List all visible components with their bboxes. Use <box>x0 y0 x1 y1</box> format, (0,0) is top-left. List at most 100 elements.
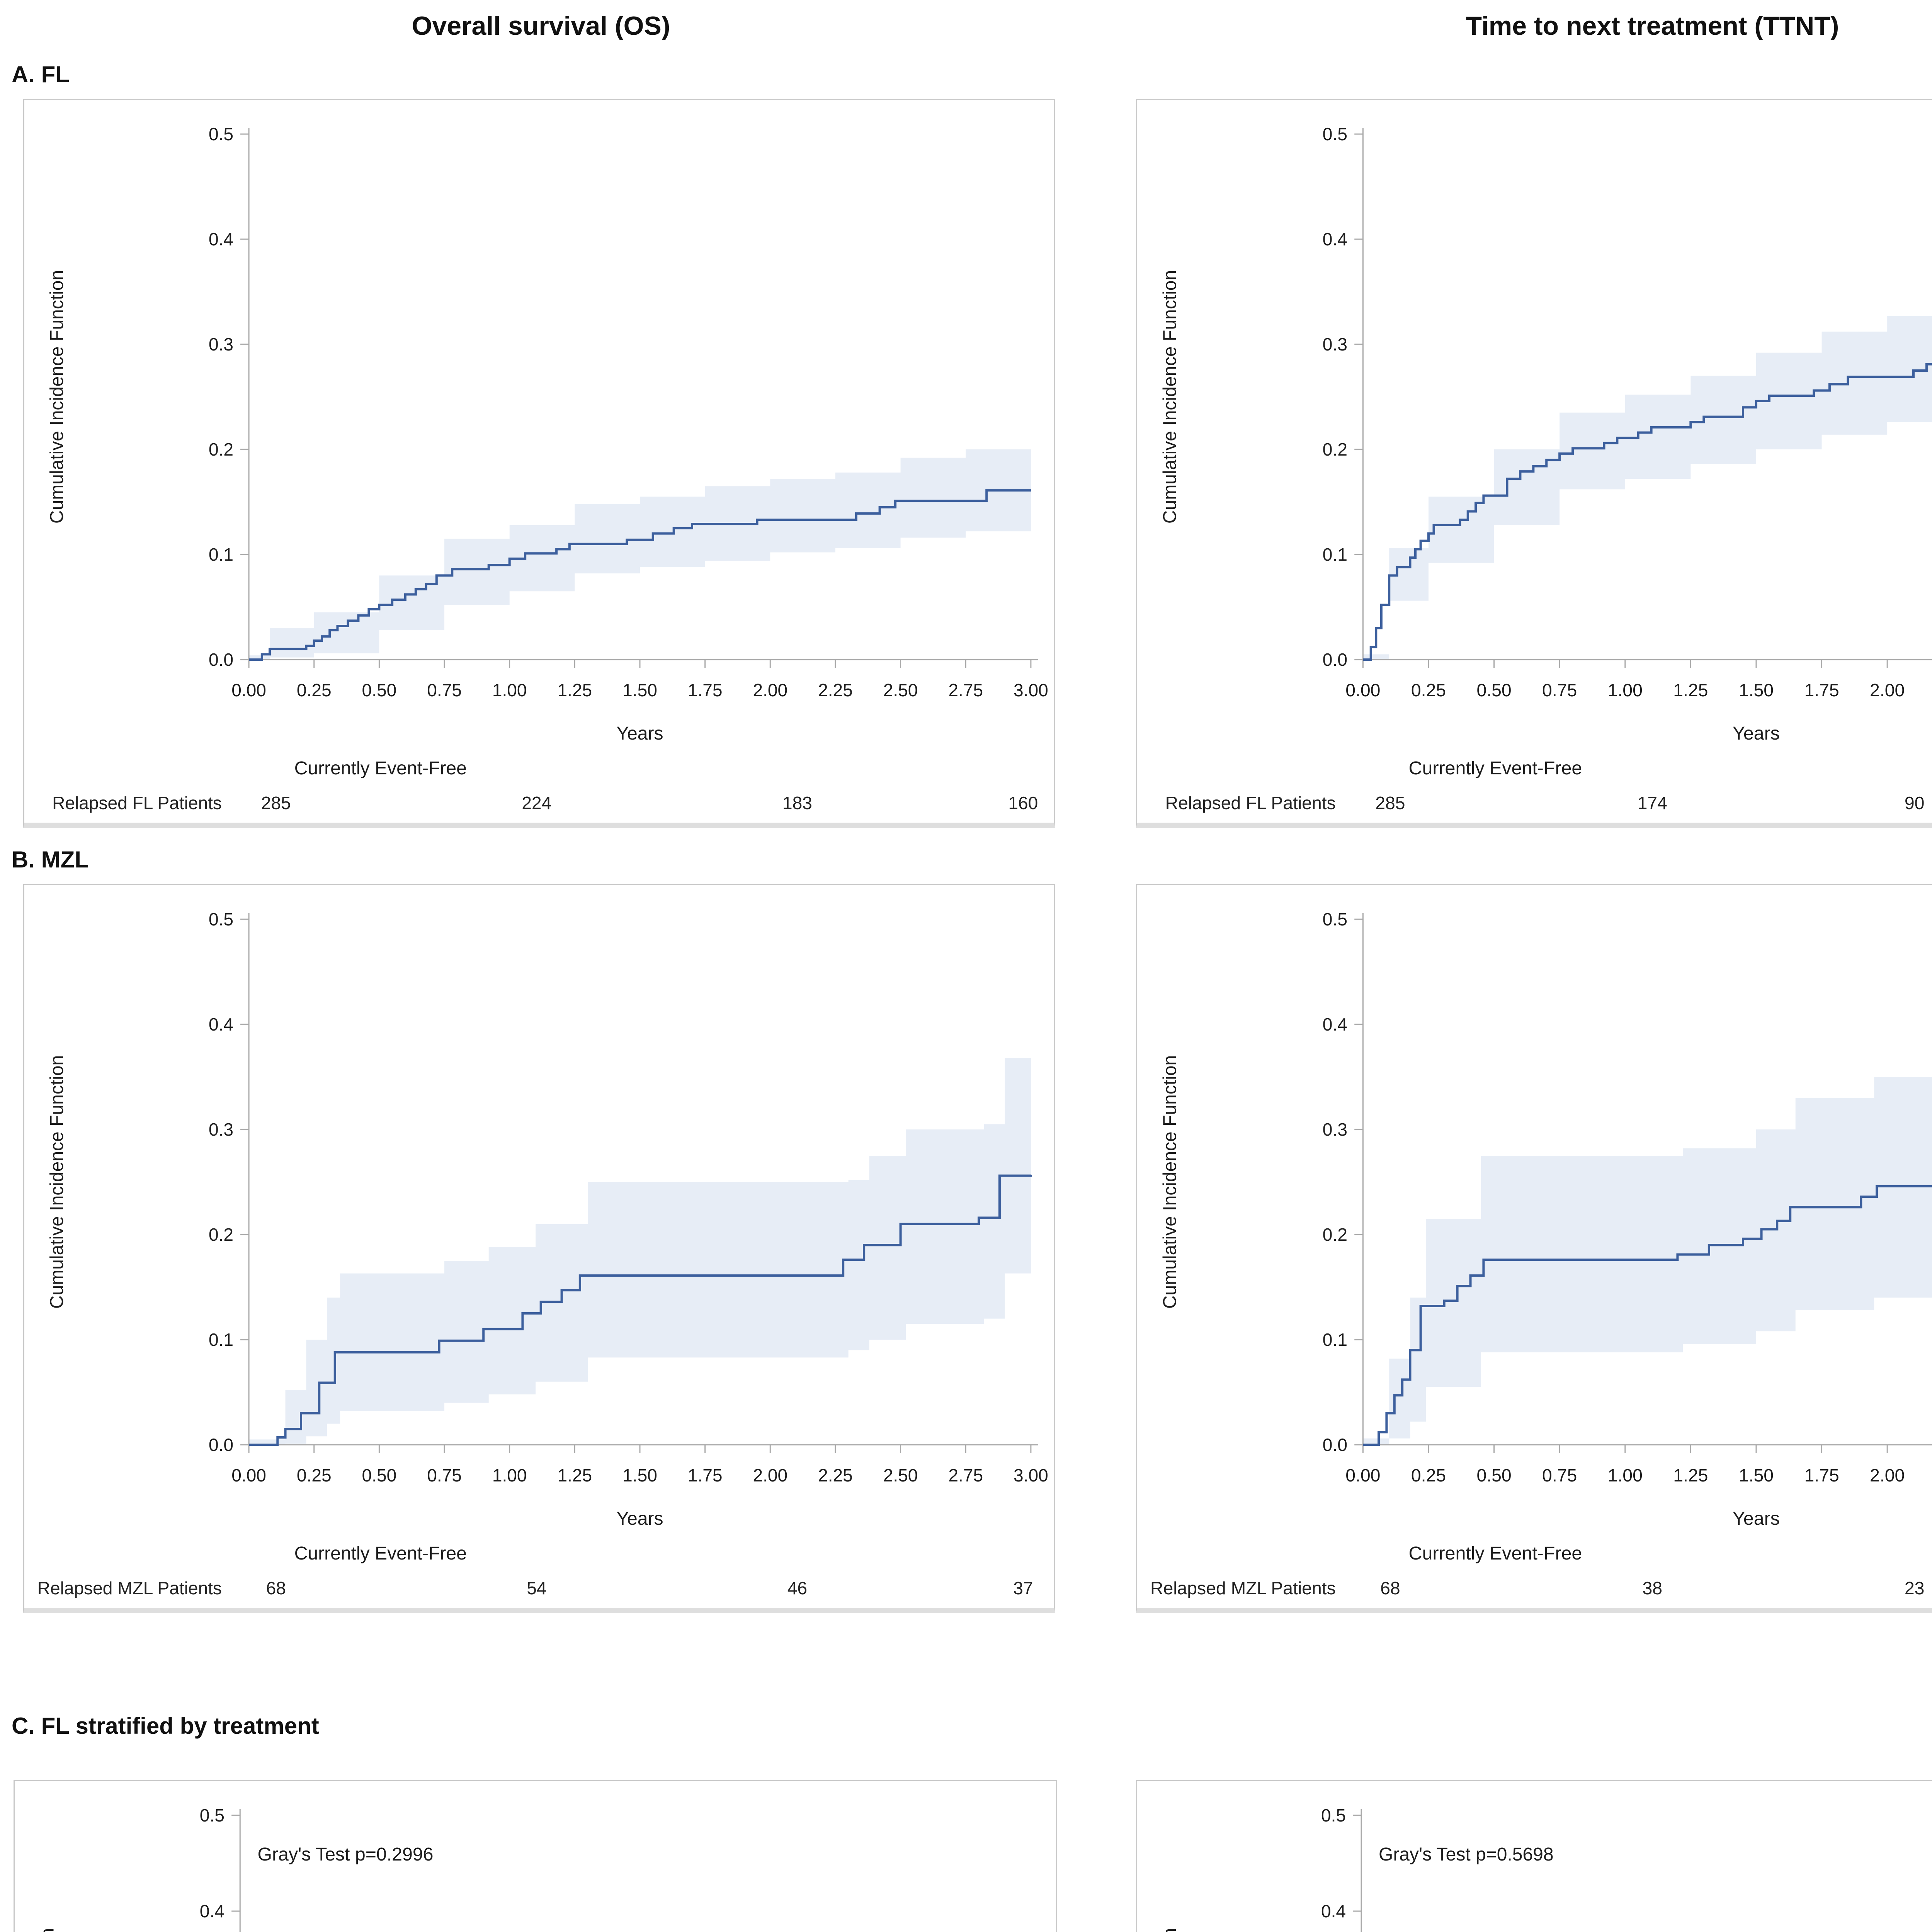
svg-text:0.25: 0.25 <box>297 1465 332 1485</box>
svg-text:0.3: 0.3 <box>209 1119 233 1139</box>
svg-text:Gray's Test p=0.2996: Gray's Test p=0.2996 <box>257 1844 433 1865</box>
panel-fl-ttnt: 0.0 0.1 0.2 0.3 0.4 0.5 0.00 0.25 0.50 0.75 1.00 1.… <box>1136 99 1932 828</box>
svg-text:0.1: 0.1 <box>1323 1330 1347 1350</box>
svg-text:54: 54 <box>527 1578 546 1598</box>
svg-text:0.75: 0.75 <box>1542 1465 1577 1485</box>
svg-text:3.00: 3.00 <box>1014 1465 1048 1485</box>
svg-text:1.00: 1.00 <box>1608 680 1643 700</box>
svg-text:2.00: 2.00 <box>753 1465 787 1485</box>
svg-text:Gray's Test p=0.5698: Gray's Test p=0.5698 <box>1379 1844 1554 1865</box>
svg-text:Years: Years <box>1733 723 1780 744</box>
y-axis-label: Cumulative Incidence Function <box>1160 1928 1180 1932</box>
svg-text:1.75: 1.75 <box>688 1465 723 1485</box>
svg-text:1.25: 1.25 <box>558 680 592 700</box>
svg-text:3.00: 3.00 <box>1014 680 1048 700</box>
svg-text:0.5: 0.5 <box>1321 1805 1346 1825</box>
svg-text:0.75: 0.75 <box>427 680 462 700</box>
panel-row-c: 0.00.10.20.30.40.50.000.250.500.751.001.… <box>0 1780 1932 1932</box>
svg-text:1.25: 1.25 <box>1673 1465 1708 1485</box>
svg-text:174: 174 <box>1638 793 1667 813</box>
svg-text:1.50: 1.50 <box>622 1465 657 1485</box>
svg-text:1.00: 1.00 <box>1608 1465 1643 1485</box>
svg-text:38: 38 <box>1643 1578 1663 1598</box>
panel-fl-stratified-ttnt: 0.00.10.20.30.40.50.000.250.500.751.001.… <box>1136 1780 1932 1932</box>
svg-text:68: 68 <box>266 1578 286 1598</box>
column-titles: Overall survival (OS) Time to next treat… <box>0 0 1932 57</box>
y-axis-label: Cumulative Incidence Function <box>37 1928 58 1932</box>
svg-text:0.1: 0.1 <box>209 544 233 565</box>
panel-fl-stratified-os: 0.00.10.20.30.40.50.000.250.500.751.001.… <box>14 1780 1057 1932</box>
panel-mzl-ttnt: 0.0 0.1 0.2 0.3 0.4 0.5 0.00 0.25 0.50 0.75 1.00 1.… <box>1136 884 1932 1613</box>
svg-text:0.5: 0.5 <box>1323 909 1347 929</box>
svg-text:2.00: 2.00 <box>1870 680 1905 700</box>
svg-text:1.75: 1.75 <box>1804 680 1839 700</box>
panel-row-b: 0.0 0.1 0.2 0.3 0.4 0.5 0.00 0.25 0.50 0.75 1.00 1.… <box>0 884 1932 1613</box>
cif-chart-fl-os: 0.0 0.1 0.2 0.3 0.4 0.5 0.00 0.25 0.50 0.75 1.00 1.… <box>47 124 1048 813</box>
svg-text:23: 23 <box>1905 1578 1925 1598</box>
svg-text:2.75: 2.75 <box>948 1465 983 1485</box>
section-label-c-stratified: C. FL stratified by treatment <box>12 1713 319 1739</box>
svg-text:1.50: 1.50 <box>622 680 657 700</box>
svg-text:224: 224 <box>522 793 551 813</box>
svg-text:0.5: 0.5 <box>1323 124 1347 144</box>
svg-text:0.50: 0.50 <box>1476 1465 1511 1485</box>
cif-chart-fl-ttnt: 0.0 0.1 0.2 0.3 0.4 0.5 0.00 0.25 0.50 0.75 1.00 1.… <box>1160 124 1932 813</box>
svg-text:0.25: 0.25 <box>297 680 332 700</box>
svg-text:0.5: 0.5 <box>209 124 233 144</box>
svg-text:0.4: 0.4 <box>209 1014 233 1034</box>
y-axis-label: Cumulative Incidence Function <box>47 1055 67 1309</box>
svg-text:1.00: 1.00 <box>492 680 527 700</box>
svg-text:0.2: 0.2 <box>209 439 233 459</box>
svg-text:1.50: 1.50 <box>1739 680 1774 700</box>
column-title-ttnt: Time to next treatment (TTNT) <box>1466 11 1839 41</box>
svg-text:0.4: 0.4 <box>1321 1901 1346 1921</box>
svg-text:0.50: 0.50 <box>362 680 397 700</box>
svg-text:2.25: 2.25 <box>818 680 853 700</box>
svg-text:0.0: 0.0 <box>1323 1435 1347 1455</box>
svg-text:0.3: 0.3 <box>1323 1119 1347 1139</box>
section-label-a-fl: A. FL <box>12 61 70 87</box>
svg-text:2.00: 2.00 <box>753 680 787 700</box>
svg-text:1.75: 1.75 <box>1804 1465 1839 1485</box>
panel-mzl-os: 0.0 0.1 0.2 0.3 0.4 0.5 0.00 0.25 0.50 0.75 1.00 1.… <box>23 884 1055 1613</box>
svg-text:0.3: 0.3 <box>1323 334 1347 354</box>
svg-text:Currently Event-Free: Currently Event-Free <box>1409 1543 1582 1564</box>
svg-text:Currently Event-Free: Currently Event-Free <box>294 758 467 779</box>
svg-text:0.0: 0.0 <box>209 1435 233 1455</box>
svg-text:0.4: 0.4 <box>209 229 233 249</box>
svg-text:0.00: 0.00 <box>231 680 266 700</box>
svg-text:160: 160 <box>1008 793 1038 813</box>
svg-text:0.0: 0.0 <box>209 650 233 670</box>
cif-chart-fl-stratified-os: 0.00.10.20.30.40.50.000.250.500.751.001.… <box>37 1805 433 1932</box>
svg-text:0.4: 0.4 <box>1323 1014 1347 1034</box>
svg-text:37: 37 <box>1013 1578 1033 1598</box>
svg-text:0.2: 0.2 <box>209 1225 233 1245</box>
svg-text:Years: Years <box>616 723 663 744</box>
svg-text:0.50: 0.50 <box>1476 680 1511 700</box>
panel-fl-os: 0.0 0.1 0.2 0.3 0.4 0.5 0.00 0.25 0.50 0.75 1.00 1.… <box>23 99 1055 828</box>
svg-text:0.5: 0.5 <box>200 1805 224 1825</box>
cif-chart-mzl-ttnt: 0.0 0.1 0.2 0.3 0.4 0.5 0.00 0.25 0.50 0.75 1.00 1.… <box>1150 909 1932 1598</box>
svg-text:0.3: 0.3 <box>209 334 233 354</box>
section-label-b-mzl: B. MZL <box>12 847 89 872</box>
cif-chart-fl-stratified-ttnt: 0.00.10.20.30.40.50.000.250.500.751.001.… <box>1160 1805 1554 1932</box>
svg-text:0.25: 0.25 <box>1411 680 1446 700</box>
svg-text:Relapsed FL Patients: Relapsed FL Patients <box>52 793 222 813</box>
svg-text:0.1: 0.1 <box>209 1330 233 1350</box>
svg-text:46: 46 <box>787 1578 807 1598</box>
svg-text:1.50: 1.50 <box>1739 1465 1774 1485</box>
svg-text:Relapsed FL Patients: Relapsed FL Patients <box>1165 793 1336 813</box>
svg-text:0.50: 0.50 <box>362 1465 397 1485</box>
svg-text:2.50: 2.50 <box>883 1465 918 1485</box>
svg-text:285: 285 <box>1375 793 1405 813</box>
svg-text:Currently Event-Free: Currently Event-Free <box>1409 758 1582 779</box>
svg-text:68: 68 <box>1380 1578 1400 1598</box>
svg-text:2.25: 2.25 <box>818 1465 853 1485</box>
svg-text:2.00: 2.00 <box>1870 1465 1905 1485</box>
svg-text:0.25: 0.25 <box>1411 1465 1446 1485</box>
y-axis-label: Cumulative Incidence Function <box>1160 270 1180 524</box>
svg-text:0.00: 0.00 <box>1345 1465 1380 1485</box>
svg-text:285: 285 <box>261 793 291 813</box>
y-axis-label: Cumulative Incidence Function <box>1160 1055 1180 1309</box>
